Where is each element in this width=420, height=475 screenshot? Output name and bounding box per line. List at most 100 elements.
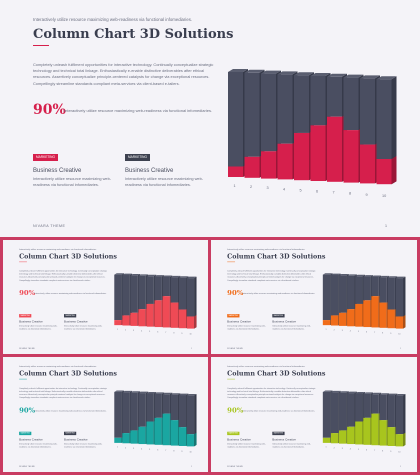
bar-empty-front: [162, 394, 170, 414]
bar-empty-front: [261, 73, 276, 152]
bar-empty-front: [186, 278, 195, 317]
column-tag-1: MARKETING: [19, 431, 32, 436]
x-tick-label: 1: [326, 329, 327, 331]
bar-top: [355, 274, 366, 277]
bar-top: [376, 76, 397, 80]
bar-fill-front: [339, 312, 347, 326]
x-tick-label: 8: [349, 192, 351, 196]
slide-main: Interactively utilize resource maximizin…: [0, 0, 420, 237]
bar-fill-front: [395, 434, 404, 447]
column-title-1: Business Creative: [227, 438, 251, 442]
column-text-1: Interactively utilize resource maximizin…: [33, 176, 112, 187]
bar-top: [395, 276, 406, 279]
slide-variant-red: Interactively utilize resource maximizin…: [3, 240, 208, 354]
bar-fill-front: [363, 300, 371, 328]
bar-fill-front: [114, 320, 122, 326]
stat-value: 90%: [227, 406, 244, 415]
bar-fill-front: [343, 130, 359, 183]
bar-empty-front: [395, 278, 404, 317]
bar-fill-front: [170, 420, 178, 446]
bar-empty-front: [310, 76, 326, 126]
bar-top: [130, 273, 141, 276]
bar-fill-front: [387, 309, 395, 329]
bar-fill-front: [360, 144, 375, 184]
bar-top: [347, 274, 357, 276]
bar-top: [114, 390, 125, 392]
x-tick-label: 2: [250, 185, 252, 189]
column-title-2: Business Creative: [272, 438, 297, 442]
stat-description: Interactively utilize resource maximizin…: [34, 409, 107, 412]
bar-top: [277, 71, 298, 75]
column-chart-3d: 1 2 3 4 5 6 7 8 9 10: [114, 273, 197, 336]
slide-content: Interactively utilize resource maximizin…: [211, 357, 417, 472]
bar-fill-side: [391, 156, 397, 185]
bar-fill-front: [178, 427, 187, 446]
bar-top: [261, 70, 281, 74]
stat-description: Interactively utilize resource maximizin…: [242, 291, 316, 295]
bar-top: [363, 392, 374, 394]
x-tick-label: 7: [165, 450, 166, 452]
x-tick-label: 5: [358, 449, 359, 451]
x-tick-label: 2: [334, 447, 335, 449]
x-tick-label: 5: [300, 188, 302, 192]
x-tick-label: 2: [334, 329, 335, 331]
column-text-2: Interactively utilize resource maximizin…: [272, 442, 311, 448]
x-tick-label: 9: [390, 333, 391, 335]
stat-value: 90%: [33, 102, 66, 118]
bar-top: [186, 276, 197, 279]
bar-fill-front: [114, 437, 122, 443]
x-tick-label: 6: [157, 332, 158, 334]
column-text-2: Interactively utilize resource maximizin…: [272, 324, 311, 330]
bar-empty-front: [154, 276, 162, 301]
slide-title: Column Chart 3D Solutions: [227, 252, 326, 261]
slide-variant-orange: Interactively utilize resource maximizin…: [211, 240, 417, 354]
bar-fill-front: [339, 430, 347, 444]
bar-fill-front: [322, 437, 331, 443]
bar-top: [371, 275, 382, 277]
bar-top: [343, 74, 364, 78]
bar-fill-front: [130, 312, 138, 326]
bar-top: [178, 276, 189, 278]
column-text-2: Interactively utilize resource maximizin…: [64, 442, 103, 448]
x-tick-label: 10: [382, 194, 386, 198]
slide-subtitle: Interactively utilize resource maximizin…: [227, 248, 306, 251]
bar-empty-front: [138, 275, 146, 310]
bar-empty-front: [339, 275, 347, 313]
bar-empty-front: [277, 74, 293, 144]
bar-empty-front: [371, 276, 379, 297]
x-tick-label: 3: [133, 448, 134, 450]
column-tag-2: MARKETING: [272, 431, 285, 436]
bar-top: [355, 392, 366, 394]
bar-empty-front: [244, 72, 260, 157]
page-number: 1: [385, 224, 387, 228]
bar-fill-front: [310, 125, 326, 181]
page-number: 1: [190, 465, 192, 468]
bar-empty-front: [228, 72, 243, 167]
bar-fill-front: [327, 116, 342, 182]
bar-empty-front: [322, 274, 331, 321]
bar-fill-front: [162, 413, 170, 446]
slide-paragraph: Completely unleash fulfilment opportunit…: [19, 269, 108, 282]
slide-content: Interactively utilize resource maximizin…: [3, 240, 208, 354]
bar-fill-front: [379, 302, 387, 328]
bar-top: [379, 393, 390, 395]
footer-brand: NIVARA THEME: [33, 224, 66, 228]
bar-fill-front: [146, 303, 154, 327]
column-bar: [395, 393, 406, 447]
bar-fill-side: [403, 432, 406, 447]
column-tag-2: MARKETING: [64, 431, 77, 436]
x-tick-label: 9: [366, 193, 368, 197]
slide-subtitle: Interactively utilize resource maximizin…: [227, 365, 306, 368]
column-bar: [376, 76, 397, 185]
bar-empty-front: [360, 78, 375, 145]
x-tick-label: 3: [342, 448, 343, 450]
bar-top: [339, 391, 349, 393]
bar-top: [146, 274, 157, 277]
bar-empty-front: [376, 79, 392, 159]
x-tick-label: 9: [390, 451, 391, 453]
bar-empty-front: [178, 277, 187, 310]
slide-subtitle: Interactively utilize resource maximizin…: [19, 365, 97, 368]
bar-top: [339, 273, 349, 276]
x-tick-label: 9: [181, 333, 182, 335]
bar-top: [122, 273, 133, 276]
